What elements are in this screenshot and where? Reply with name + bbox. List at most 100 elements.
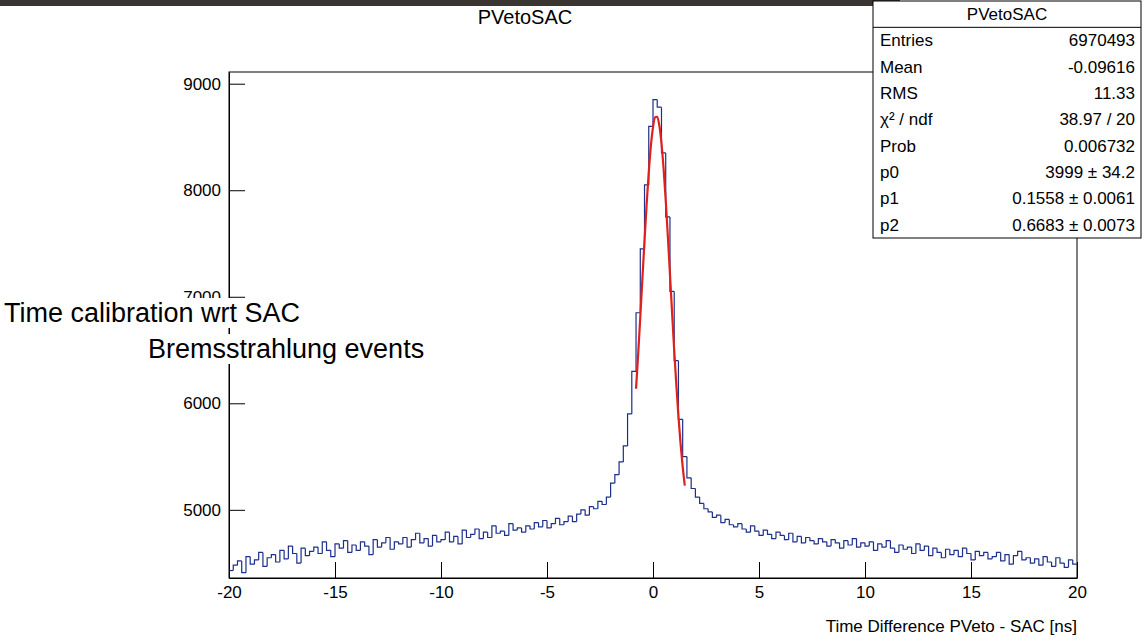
histogram-bin xyxy=(318,547,322,553)
histogram-bin xyxy=(458,536,462,543)
x-tick-label: 0 xyxy=(649,583,658,602)
y-tick-mark xyxy=(229,403,245,404)
annotation-text: Time calibration wrt SAC xyxy=(4,298,300,328)
histogram-bin xyxy=(483,532,487,538)
histogram-bin xyxy=(1001,552,1005,561)
histogram-bin xyxy=(598,501,602,508)
histogram-bin xyxy=(454,536,458,541)
histogram-bin xyxy=(509,524,513,536)
histogram-bin xyxy=(585,510,589,515)
histogram-bin xyxy=(267,558,271,567)
histogram-bin xyxy=(903,545,907,549)
histogram-bin xyxy=(568,516,572,521)
stats-value: 0.6683 ± 0.0073 xyxy=(1012,216,1135,235)
histogram-bin xyxy=(780,532,784,535)
histogram-bin xyxy=(852,539,856,545)
histogram-bin xyxy=(1009,555,1013,565)
x-tick: 5 xyxy=(755,562,764,602)
histogram-bin xyxy=(386,538,390,543)
stats-value: 6970493 xyxy=(1069,31,1135,50)
histogram-bin xyxy=(259,552,263,559)
histogram-bin xyxy=(479,529,483,539)
histogram-bin xyxy=(814,541,818,544)
y-tick-mark xyxy=(229,190,245,191)
histogram-bin xyxy=(946,549,950,558)
x-tick-label: 20 xyxy=(1068,583,1087,602)
histogram-bin xyxy=(377,540,381,547)
histogram-bin xyxy=(577,514,581,521)
histogram-bin xyxy=(1056,558,1060,567)
histogram-bin xyxy=(861,543,865,547)
histogram-bin xyxy=(657,100,661,107)
histogram-bin xyxy=(382,543,386,547)
histogram-bin xyxy=(271,555,275,558)
histogram-bin xyxy=(933,548,937,555)
histogram-bin xyxy=(339,544,343,548)
histogram-bin xyxy=(449,532,453,542)
x-tick-label: -20 xyxy=(217,583,242,602)
histogram-bin xyxy=(305,548,309,555)
histogram-bin xyxy=(963,548,967,557)
chart: -20-15-10-50510152050006000700080009000P… xyxy=(0,0,1145,643)
histogram-bin xyxy=(1052,562,1056,566)
x-tick: 10 xyxy=(856,562,875,602)
histogram-bin xyxy=(492,526,496,538)
histogram-bin xyxy=(717,515,721,517)
histogram-bin xyxy=(411,540,415,547)
histogram-bin xyxy=(1043,557,1047,566)
y-tick: 6000 xyxy=(183,394,245,413)
histogram-bin xyxy=(700,497,704,503)
x-tick-mark xyxy=(335,562,336,578)
y-tick-mark xyxy=(229,84,245,85)
histogram-bin xyxy=(1018,551,1022,555)
histogram-bin xyxy=(335,544,339,557)
histogram-bin xyxy=(594,507,598,509)
histogram-bin xyxy=(797,536,801,541)
x-tick-mark xyxy=(865,562,866,578)
x-tick: -5 xyxy=(540,562,555,602)
histogram-bin xyxy=(912,547,916,553)
x-tick-mark xyxy=(1077,562,1078,578)
stats-value: 0.006732 xyxy=(1064,137,1135,156)
x-tick-mark xyxy=(653,562,654,578)
stats-label: p0 xyxy=(880,163,899,182)
histogram-bin xyxy=(263,552,267,566)
histogram-bin xyxy=(428,539,432,546)
histogram-bin xyxy=(276,555,280,562)
histogram-bin xyxy=(407,538,411,548)
x-tick: 20 xyxy=(1068,562,1087,602)
x-tick-label: 15 xyxy=(962,583,981,602)
histogram-bin xyxy=(831,540,835,546)
fit-curve xyxy=(636,117,685,486)
histogram-bin xyxy=(835,540,839,543)
histogram-bin xyxy=(466,530,470,537)
histogram-bin xyxy=(890,541,894,548)
histogram-bin xyxy=(895,548,899,552)
histogram-bin xyxy=(331,550,335,556)
histogram-bin xyxy=(725,519,729,522)
histogram-bin xyxy=(958,550,962,556)
histogram-bin xyxy=(572,516,576,521)
histogram-bin xyxy=(437,535,441,541)
histogram-bin xyxy=(1039,559,1043,565)
histogram-bin xyxy=(284,550,288,559)
chart-title: PVetoSAC xyxy=(478,6,573,28)
histogram-bin xyxy=(708,509,712,512)
x-axis: -20-15-10-505101520 xyxy=(217,562,1087,602)
histogram-bin xyxy=(539,523,543,527)
histogram-bin xyxy=(254,560,258,564)
histogram-bin xyxy=(327,542,331,551)
histogram-bin xyxy=(543,520,547,526)
stats-divider xyxy=(873,27,1141,28)
x-tick-mark xyxy=(971,562,972,578)
x-tick-label: -15 xyxy=(323,583,348,602)
stats-value: -0.09616 xyxy=(1068,58,1135,77)
histogram-bin xyxy=(373,540,377,555)
histogram-bin xyxy=(581,510,585,514)
histogram-bin xyxy=(233,565,237,570)
histogram-bin xyxy=(929,546,933,556)
histogram-bin xyxy=(937,548,941,552)
histogram-bin xyxy=(840,543,844,548)
histogram-bin xyxy=(301,548,305,563)
y-tick: 5000 xyxy=(183,501,245,520)
